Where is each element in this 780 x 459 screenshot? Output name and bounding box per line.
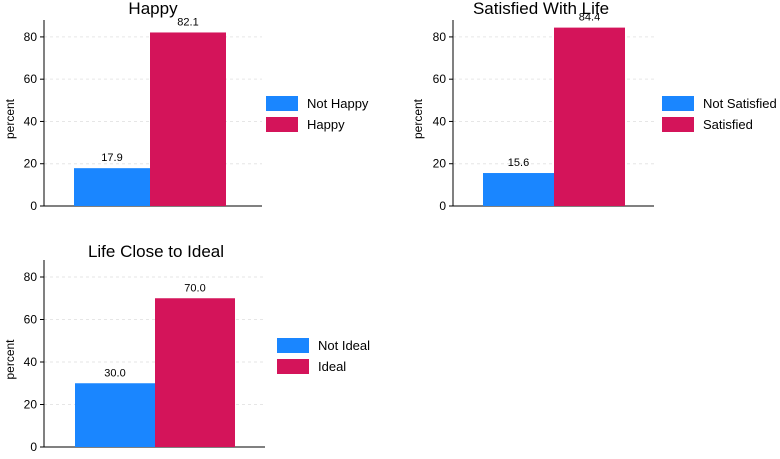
- legend-swatch: [662, 117, 694, 132]
- legend-swatch: [277, 359, 309, 374]
- bar-second: [155, 298, 235, 447]
- legend-label: Not Ideal: [318, 338, 370, 353]
- y-tick-label: 80: [24, 270, 38, 284]
- legend-label: Ideal: [318, 359, 346, 374]
- y-tick-label: 60: [433, 72, 447, 86]
- y-tick-label: 80: [433, 30, 447, 44]
- bar-second: [150, 32, 226, 206]
- y-tick-label: 40: [433, 114, 447, 128]
- chart-panel-1: 0 20 40 60 80 percent Happy 17.9 82.1 Not Happy Ha…: [3, 0, 369, 213]
- bar-first: [483, 173, 554, 206]
- chart-panel-3: 0 20 40 60 80 percent Life Close to Ideal 30.0 7…: [3, 242, 370, 454]
- y-tick-label: 20: [24, 398, 38, 412]
- bar-second: [554, 27, 625, 207]
- legend-swatch: [266, 96, 298, 111]
- chart-title: Happy: [128, 0, 178, 18]
- y-tick-label: 0: [439, 199, 446, 213]
- legend-label: Happy: [307, 117, 345, 132]
- y-tick-label: 20: [24, 157, 38, 171]
- data-label: 84.4: [579, 12, 600, 24]
- y-axis-label: percent: [411, 98, 425, 139]
- data-label: 70.0: [184, 282, 205, 294]
- y-tick-label: 60: [24, 72, 38, 86]
- y-tick-label: 80: [24, 30, 38, 44]
- y-axis-label: percent: [3, 339, 17, 380]
- bar-first: [74, 168, 150, 206]
- chart-title: Satisfied With Life: [473, 0, 609, 18]
- legend-label: Satisfied: [703, 117, 753, 132]
- data-label: 82.1: [177, 16, 198, 28]
- chart-panel-2: 0 20 40 60 80 percent Satisfied With Life 15.6 8…: [411, 0, 777, 213]
- legend-swatch: [662, 96, 694, 111]
- legend-label: Not Satisfied: [703, 96, 777, 111]
- legend-swatch: [266, 117, 298, 132]
- y-tick-label: 60: [24, 313, 38, 327]
- y-tick-label: 0: [30, 440, 37, 454]
- y-tick-label: 40: [24, 114, 38, 128]
- y-tick-label: 0: [30, 199, 37, 213]
- data-label: 17.9: [101, 152, 122, 164]
- data-label: 15.6: [508, 157, 529, 169]
- chart-title: Life Close to Ideal: [88, 242, 224, 261]
- bar-first: [75, 383, 155, 447]
- y-tick-label: 40: [24, 355, 38, 369]
- y-axis-label: percent: [3, 98, 17, 139]
- data-label: 30.0: [104, 367, 125, 379]
- y-tick-label: 20: [433, 157, 447, 171]
- legend-label: Not Happy: [307, 96, 369, 111]
- legend-swatch: [277, 338, 309, 353]
